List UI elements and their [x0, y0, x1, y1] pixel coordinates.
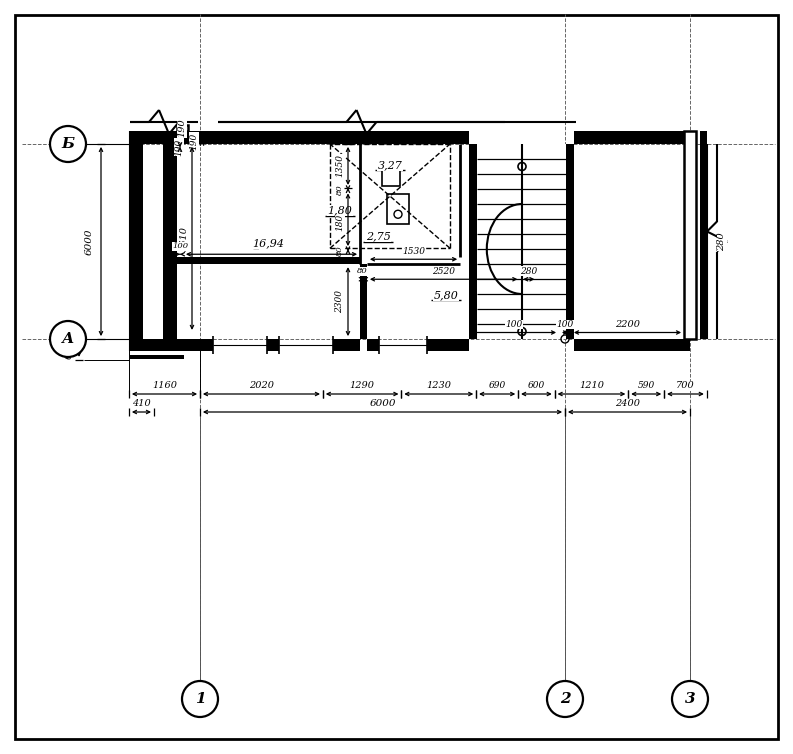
Bar [179, 127, 186, 129]
Bar [566, 144, 574, 339]
Bar [574, 131, 696, 144]
Circle shape [50, 126, 86, 162]
Bar [477, 144, 566, 339]
Text: А: А [62, 332, 75, 346]
Circle shape [182, 681, 218, 717]
Bar [177, 125, 188, 131]
Text: 640: 640 [64, 340, 74, 359]
Text: 80: 80 [336, 245, 344, 256]
Bar [684, 131, 696, 339]
Text: 6000: 6000 [85, 228, 94, 255]
Text: 2020: 2020 [249, 382, 274, 391]
Text: 1530: 1530 [402, 247, 425, 256]
Text: 5,80: 5,80 [434, 290, 458, 300]
Text: 100: 100 [172, 242, 188, 250]
Text: 3,27: 3,27 [378, 160, 403, 170]
Text: 1800: 1800 [335, 208, 344, 231]
Bar [130, 355, 184, 359]
Bar [267, 339, 279, 351]
Bar [387, 195, 409, 224]
Bar [360, 264, 367, 339]
Text: 1: 1 [195, 692, 205, 706]
Text: 80: 80 [357, 267, 367, 275]
Text: 100: 100 [557, 320, 573, 329]
Text: 80: 80 [336, 184, 344, 195]
Text: 6000: 6000 [370, 400, 396, 409]
Text: 1290: 1290 [350, 382, 374, 391]
Text: 690: 690 [488, 382, 506, 391]
Text: 2,75: 2,75 [366, 231, 391, 241]
Text: 590: 590 [638, 382, 655, 391]
Text: 2400: 2400 [615, 400, 640, 409]
Text: 1350: 1350 [335, 155, 344, 177]
Bar [177, 131, 469, 144]
Text: 1210: 1210 [579, 382, 604, 391]
Text: 190: 190 [190, 132, 198, 149]
Text: 280: 280 [520, 267, 538, 276]
Text: 600: 600 [528, 382, 545, 391]
Bar [177, 339, 213, 351]
Text: 1,80: 1,80 [328, 206, 352, 216]
Text: 5610: 5610 [179, 226, 189, 251]
Bar [700, 131, 707, 339]
Bar [574, 339, 690, 351]
Circle shape [50, 321, 86, 357]
Bar [130, 131, 143, 351]
Bar [382, 164, 400, 186]
Bar [177, 125, 188, 131]
Circle shape [672, 681, 708, 717]
Text: 410: 410 [132, 400, 151, 409]
Bar [130, 339, 177, 351]
Text: 2: 2 [560, 692, 570, 706]
Bar [367, 339, 379, 351]
Bar [333, 339, 360, 351]
Text: 16,94: 16,94 [252, 238, 284, 248]
Text: 1230: 1230 [427, 382, 451, 391]
Text: 2300: 2300 [335, 290, 344, 313]
Text: 280: 280 [718, 232, 726, 251]
Bar [686, 133, 694, 337]
Text: 190: 190 [174, 139, 183, 156]
Circle shape [547, 681, 583, 717]
Text: 2200: 2200 [615, 320, 640, 329]
Bar [177, 257, 360, 264]
Bar [684, 131, 696, 339]
Bar [130, 131, 177, 144]
Text: 1160: 1160 [152, 382, 177, 391]
Text: 3: 3 [684, 692, 695, 706]
Text: 700: 700 [676, 382, 695, 391]
Text: 3020: 3020 [259, 242, 284, 251]
Bar [163, 131, 177, 351]
Text: 190: 190 [178, 118, 186, 137]
Bar [469, 144, 477, 339]
Text: 2520: 2520 [432, 267, 455, 276]
Text: 100: 100 [505, 320, 523, 329]
Bar [427, 339, 469, 351]
Text: Б: Б [62, 137, 75, 151]
